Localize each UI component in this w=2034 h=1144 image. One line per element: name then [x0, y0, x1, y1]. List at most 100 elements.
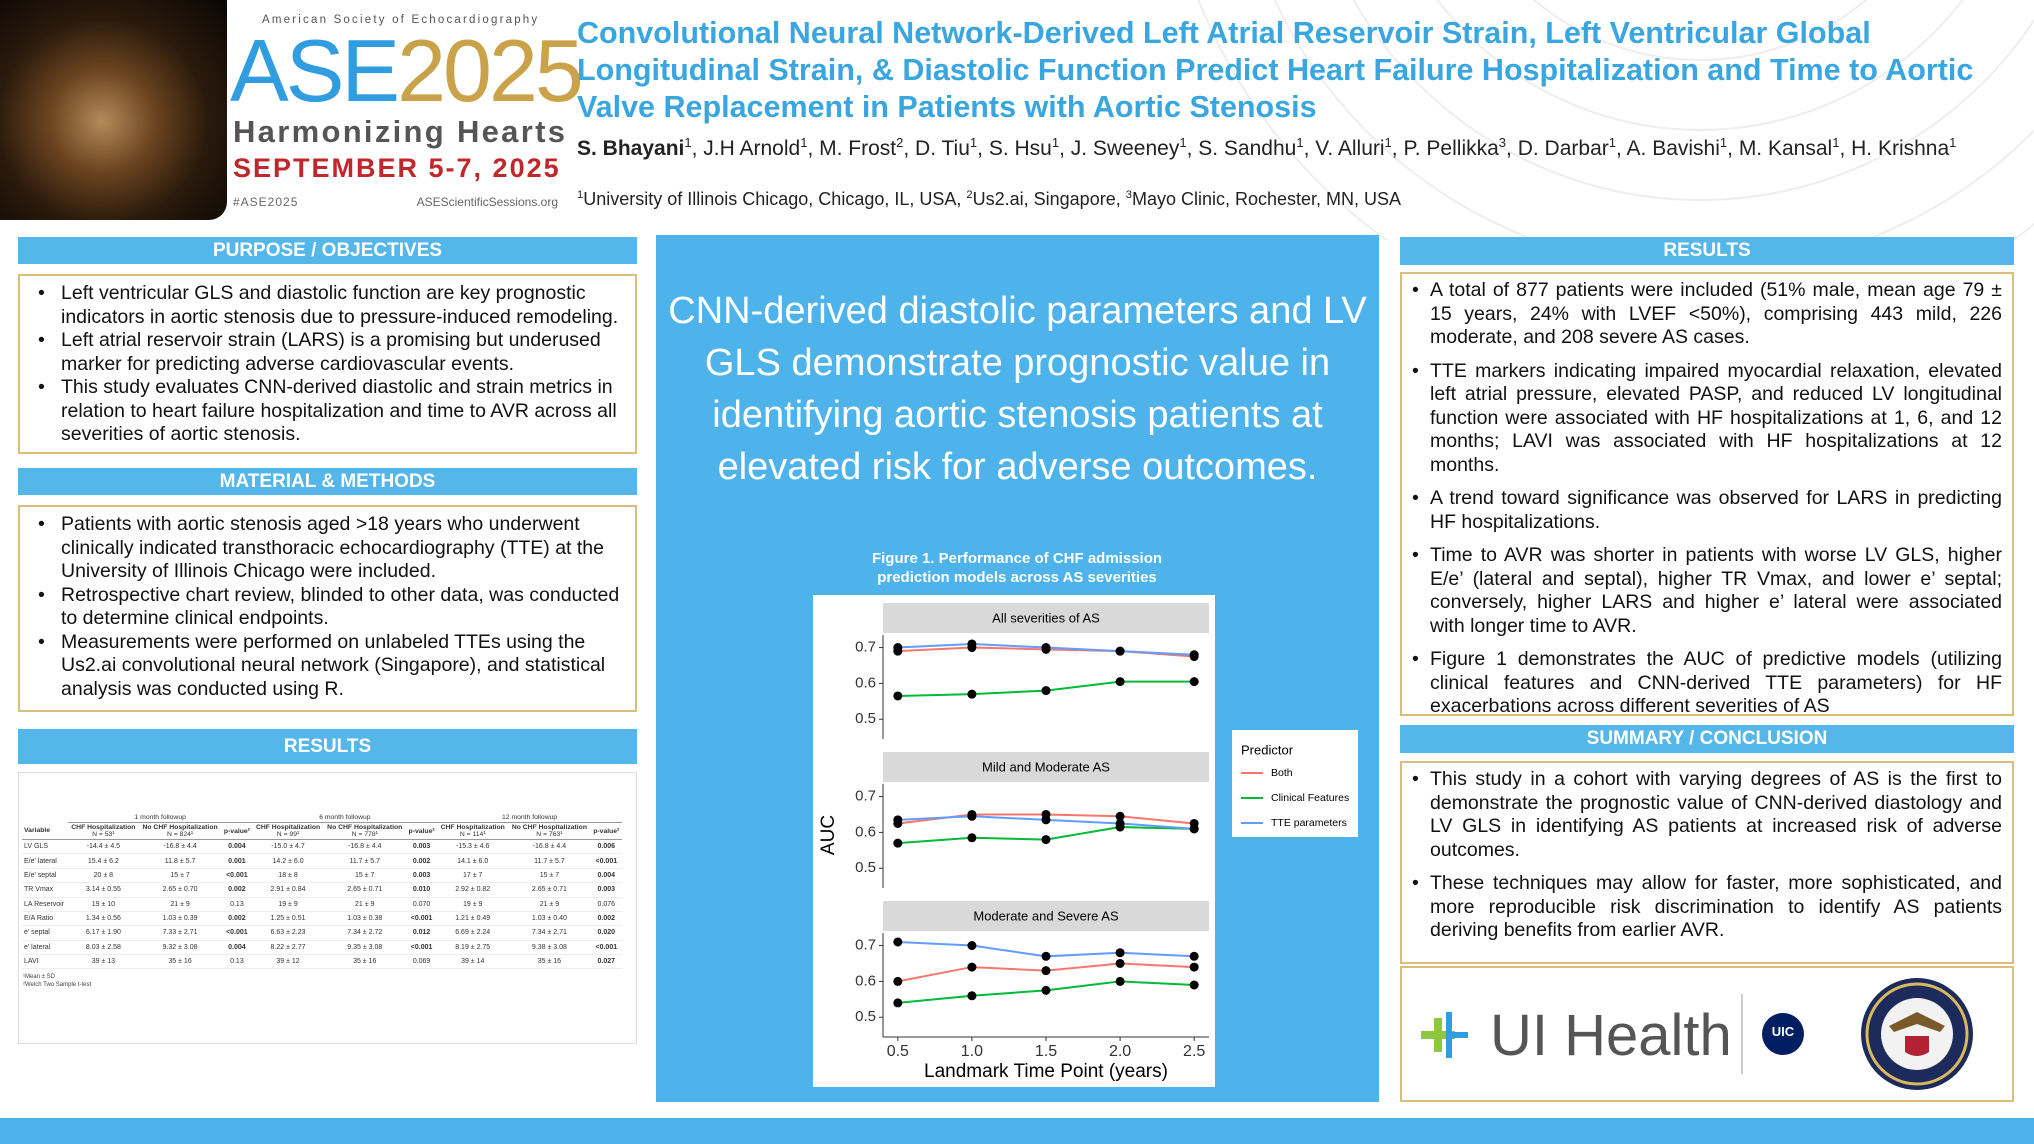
- ui-health-icon: [1421, 1012, 1468, 1058]
- author: S. Hsu1: [989, 135, 1071, 160]
- y-axis-label: AUC: [818, 815, 839, 855]
- table-cell: 14.1 ± 6.0: [437, 853, 509, 869]
- bullet: This study in a cohort with varying degr…: [1410, 768, 2002, 862]
- table-cell: 11.8 ± 5.7: [138, 853, 222, 869]
- x-tick-label: 2.5: [1183, 1043, 1205, 1060]
- column-label: No CHF Hospitalization: [142, 824, 218, 831]
- dates: SEPTEMBER 5-7, 2025: [233, 153, 561, 183]
- results-table: 1 month followup 6 month followup 12 month…: [22, 813, 622, 970]
- table-cell: 8.03 ± 2.58: [67, 940, 139, 956]
- panel-strip: [883, 752, 1209, 782]
- data-point: [1115, 646, 1125, 656]
- column-label: No CHF Hospitalization: [327, 824, 403, 831]
- table-group: 1 month followup: [67, 813, 253, 823]
- x-tick-label: 1.0: [961, 1043, 983, 1060]
- table-cell: 0.069: [405, 954, 438, 970]
- footnote: ²Welch Two Sample t-test: [23, 982, 92, 989]
- table-cell: 9.35 ± 3.08: [323, 940, 406, 956]
- table-cell: <0.001: [405, 940, 438, 956]
- hashtag: #ASE2025: [233, 195, 299, 209]
- table-cell: <0.001: [405, 911, 438, 927]
- table-cell: <0.001: [221, 925, 253, 941]
- table-cell: 18 ± 8: [252, 868, 324, 884]
- x-tick-label: 1.5: [1035, 1043, 1057, 1060]
- panel-strip: [883, 603, 1209, 633]
- poster-title: Convolutional Neural Network-Derived Lef…: [577, 16, 1974, 124]
- footer-strip: [0, 1118, 2034, 1144]
- data-point: [1041, 835, 1051, 845]
- affiliation-text: Us2.ai, Singapore: [972, 189, 1116, 209]
- table-cell: 7.33 ± 2.71: [138, 925, 222, 941]
- table-body: LV GLS -14.4 ± 4.5 -16.8 ± 4.4 0.004 -15.0 ±…: [22, 839, 622, 970]
- column-label: CHF Hospitalization: [440, 824, 505, 831]
- table-row: e' lateral 8.03 ± 2.58 9.32 ± 3.08 0.004 8.2…: [22, 940, 622, 956]
- bullet-list: Patients with aortic stenosis aged >18 y…: [30, 513, 625, 701]
- y-tick-label: 0.6: [855, 674, 876, 691]
- author-affiliation-mark: 1: [1949, 135, 1957, 150]
- background-arcs: [1197, 0, 2034, 240]
- table-cell: 9.38 ± 3.08: [508, 940, 591, 956]
- author-affiliation-mark: 1: [684, 135, 692, 150]
- data-point: [1189, 824, 1199, 834]
- author: D. Darbar1: [1518, 135, 1627, 160]
- methods-box: Patients with aortic stenosis aged >18 y…: [18, 505, 637, 712]
- data-point: [1041, 951, 1051, 961]
- data-point: [967, 991, 977, 1001]
- bullet: TTE markers indicating impaired myocardi…: [1410, 360, 2002, 478]
- table-row: E/e' septal 20 ± 8 15 ± 7 <0.001 18 ± 8 15 ± …: [22, 868, 622, 884]
- table-cell: 2.65 ± 0.71: [323, 882, 406, 898]
- results-box: A total of 877 patients were included (5…: [1400, 272, 2014, 719]
- x-tick-label: 0.5: [887, 1043, 909, 1060]
- table-group-row: 1 month followup 6 month followup 12 month…: [22, 813, 622, 823]
- author: M. Kansal1: [1739, 135, 1851, 160]
- panel-title: Moderate and Severe AS: [973, 908, 1119, 923]
- table-cell: -16.8 ± 4.4: [323, 839, 406, 855]
- section-heading: MATERIAL & METHODS: [18, 468, 637, 495]
- data-point: [1115, 818, 1125, 828]
- panel-strip: [883, 901, 1209, 931]
- data-point: [893, 643, 903, 653]
- table-row: e' septal 6.17 ± 1.90 7.33 ± 2.71 <0.001 6.6…: [22, 925, 622, 941]
- table-cell: TR Vmax: [22, 882, 68, 898]
- section-heading: SUMMARY / CONCLUSION: [1400, 725, 2014, 753]
- panel-title: Mild and Moderate AS: [982, 759, 1110, 774]
- data-point: [1041, 686, 1051, 696]
- section-heading: PURPOSE / OBJECTIVES: [18, 237, 637, 264]
- table-header: CHF Hospitalization N = 114¹: [437, 822, 509, 840]
- conclusion-box: This study in a cohort with varying degr…: [1400, 761, 2014, 964]
- table-cell: 0.020: [590, 925, 622, 941]
- logo-ase: ASE: [230, 21, 400, 120]
- table-cell: 17 ± 7: [437, 868, 509, 884]
- author-name: A. Bavishi: [1626, 137, 1720, 160]
- table-cell: <0.001: [590, 853, 622, 869]
- logo-graphics: [1421, 978, 1973, 1090]
- bullet: Left atrial reservoir strain (LARS) is a…: [30, 329, 625, 376]
- table-header: CHF Hospitalization N = 99¹: [252, 822, 324, 840]
- table-cell: 0.003: [405, 868, 438, 884]
- table-cell: 19 ± 9: [252, 897, 324, 912]
- table-cell: E/e' lateral: [22, 853, 68, 869]
- table-cell: 0.070: [405, 897, 438, 912]
- data-point: [1189, 951, 1199, 961]
- author-affiliation-mark: 1: [969, 135, 978, 150]
- bullet-list: A total of 877 patients were included (5…: [1410, 279, 2002, 719]
- bullet: Left ventricular GLS and diastolic funct…: [30, 282, 625, 329]
- table-cell: -16.8 ± 4.4: [138, 839, 222, 855]
- ase-logo: ASE2025: [230, 26, 584, 116]
- table-cell: 0.002: [221, 911, 253, 927]
- table-cell: 0.13: [221, 954, 253, 970]
- table-cell: 1.03 ± 0.39: [138, 911, 222, 927]
- author-affiliation-mark: 1: [1832, 135, 1840, 150]
- affiliation-mark: 3: [1125, 189, 1132, 201]
- table-group: 6 month followup: [252, 813, 438, 823]
- bullet: A trend toward significance was observed…: [1410, 487, 2002, 534]
- bullet: These techniques may allow for faster, m…: [1410, 872, 2002, 943]
- table-cell: 0.076: [590, 897, 622, 912]
- affiliations: 1University of Illinois Chicago, Chicago…: [577, 189, 2007, 210]
- table-cell: 1.03 ± 0.38: [323, 911, 406, 927]
- y-tick-label: 0.7: [855, 639, 876, 656]
- table-cell: 21 ± 9: [508, 897, 591, 912]
- author-affiliation-mark: 1: [1051, 135, 1060, 150]
- legend-label: Both: [1271, 767, 1293, 779]
- section-heading: RESULTS: [1400, 237, 2014, 265]
